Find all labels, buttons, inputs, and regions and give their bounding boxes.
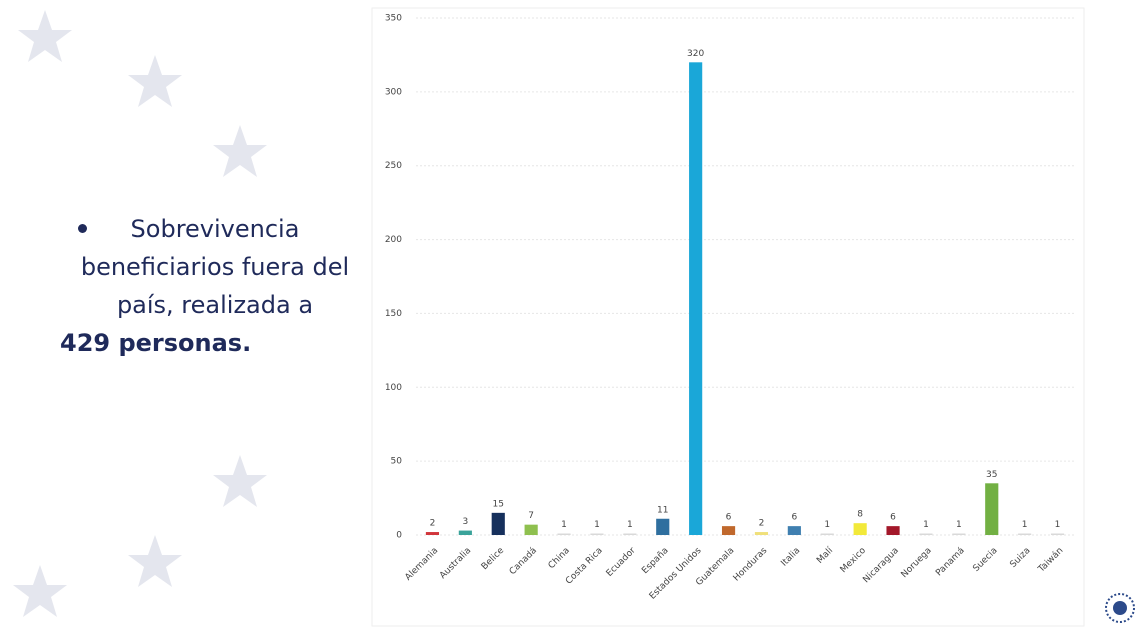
x-tick-label: Australia <box>438 546 473 581</box>
emphasis: 429 personas. <box>60 329 252 357</box>
data-label: 35 <box>986 470 997 480</box>
data-label: 1 <box>561 520 567 530</box>
data-label: 320 <box>687 49 704 59</box>
data-label: 1 <box>824 520 830 530</box>
x-tick-label: Malí <box>815 545 835 565</box>
bar <box>787 526 801 535</box>
y-tick-label: 50 <box>391 457 403 467</box>
data-label: 1 <box>1055 520 1061 530</box>
bar <box>754 532 769 535</box>
bar <box>656 518 670 535</box>
y-tick-label: 200 <box>385 235 402 245</box>
data-label: 1 <box>923 520 929 530</box>
bar <box>886 526 900 535</box>
data-label: 7 <box>528 511 534 521</box>
emblem <box>1113 601 1127 615</box>
bar <box>524 524 538 535</box>
x-tick-label: Ecuador <box>605 546 638 579</box>
x-tick-label: China <box>547 546 572 571</box>
data-label: 6 <box>890 513 896 523</box>
data-label: 1 <box>956 520 962 530</box>
x-tick-label: Taiwán <box>1036 546 1065 575</box>
y-tick-label: 100 <box>385 383 402 393</box>
y-tick-label: 150 <box>385 309 402 319</box>
data-label: 2 <box>430 519 436 529</box>
x-tick-label: Nicaragua <box>861 546 900 585</box>
slide-text: Sobrevivencia beneficiarios fuera del pa… <box>60 210 370 362</box>
chart-frame <box>371 7 1085 627</box>
x-tick-label: España <box>640 546 670 576</box>
x-tick-label: Belice <box>480 545 507 572</box>
x-tick-label: Suiza <box>1008 546 1032 570</box>
text: Sobrevivencia beneficiarios fuera del pa… <box>80 215 350 319</box>
bar <box>557 533 571 535</box>
bar <box>952 533 966 535</box>
data-label: 1 <box>1022 520 1028 530</box>
x-tick-label: Alemania <box>403 546 440 583</box>
bar <box>491 512 505 535</box>
data-label: 3 <box>462 517 468 527</box>
bar <box>853 523 867 535</box>
bar <box>590 533 604 535</box>
bar <box>1050 533 1065 535</box>
data-label: 1 <box>627 520 633 530</box>
x-tick-label: Mexico <box>839 545 869 575</box>
x-tick-label: Panamá <box>934 546 967 579</box>
bar <box>458 530 472 535</box>
data-label: 8 <box>857 510 863 520</box>
bar <box>1018 533 1032 535</box>
x-tick-label: Noruega <box>900 546 934 580</box>
bar <box>425 532 440 535</box>
bar <box>721 526 736 535</box>
data-label: 1 <box>594 520 600 530</box>
data-label: 15 <box>493 499 504 509</box>
data-label: 2 <box>759 519 765 529</box>
data-label: 6 <box>791 513 797 523</box>
bar <box>985 483 999 535</box>
bar <box>623 533 637 535</box>
bar <box>820 533 834 535</box>
x-tick-label: Honduras <box>732 546 770 584</box>
x-tick-label: Italia <box>779 546 802 569</box>
bar <box>689 62 703 536</box>
y-tick-label: 350 <box>385 14 402 24</box>
y-tick-label: 0 <box>396 531 402 541</box>
x-tick-label: Canadá <box>508 546 539 577</box>
x-tick-label: Suecia <box>971 546 999 574</box>
data-label: 6 <box>726 513 732 523</box>
background-stars <box>13 10 267 617</box>
y-tick-label: 300 <box>385 87 402 97</box>
data-label: 11 <box>657 505 668 515</box>
bar <box>919 533 933 535</box>
y-tick-label: 250 <box>385 161 402 171</box>
